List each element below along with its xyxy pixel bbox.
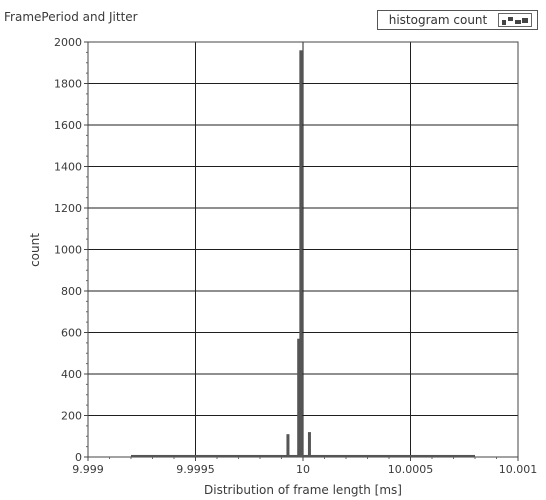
grid (87, 41, 519, 458)
y-tick-label: 2000 (54, 36, 82, 49)
x-tick-label: 9.999 (72, 463, 104, 476)
x-tick-label: 9.9995 (176, 463, 215, 476)
y-tick-label: 1600 (54, 119, 82, 132)
histogram-bar (297, 338, 301, 457)
y-tick-label: 1000 (54, 244, 82, 257)
x-tick-label: 10.001 (499, 463, 538, 476)
histogram-bar (286, 434, 290, 457)
legend: histogram count (377, 10, 538, 30)
y-tick-label: 0 (75, 451, 82, 464)
x-tick-label: 10 (296, 463, 310, 476)
x-tick-label: 10.0005 (388, 463, 434, 476)
axis-ticks (84, 41, 519, 461)
y-tick-label: 200 (61, 410, 82, 423)
y-tick-label: 400 (61, 368, 82, 381)
x-axis-label: Distribution of frame length [ms] (204, 483, 402, 497)
y-tick-label: 1800 (54, 78, 82, 91)
y-axis-labels: 0 200 400 600 800 1000 1200 1400 1600 1800 2000 (54, 36, 82, 464)
histogram-bar (299, 50, 303, 458)
y-axis-label: count (28, 233, 42, 267)
y-tick-label: 600 (61, 327, 82, 340)
chart-title: FramePeriod and Jitter (4, 10, 138, 24)
legend-label: histogram count (388, 13, 488, 27)
histogram-bar (307, 432, 311, 457)
y-tick-label: 800 (61, 285, 82, 298)
x-axis-labels: 9.999 9.9995 10 10.0005 10.001 (72, 463, 537, 476)
y-tick-label: 1400 (54, 161, 82, 174)
y-tick-label: 1200 (54, 202, 82, 215)
histogram-baseline (131, 454, 475, 457)
bars (131, 50, 475, 458)
legend-swatch (498, 13, 532, 27)
